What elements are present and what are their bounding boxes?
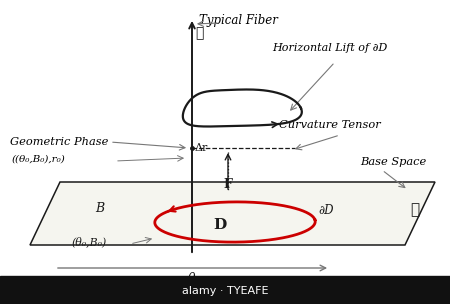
Text: ℛ: ℛ	[195, 26, 203, 40]
Polygon shape	[30, 182, 435, 245]
Text: B: B	[95, 202, 104, 215]
Text: ℬ: ℬ	[410, 203, 419, 217]
Text: Typical Fiber: Typical Fiber	[198, 14, 278, 27]
Text: Δr: Δr	[195, 143, 208, 153]
Text: alamy · TYEAFE: alamy · TYEAFE	[182, 286, 268, 296]
Text: (θ₀,B₀): (θ₀,B₀)	[72, 237, 107, 247]
Text: F: F	[224, 178, 233, 192]
Text: θ: θ	[188, 271, 196, 285]
Text: ∂D: ∂D	[318, 203, 333, 216]
Text: Geometric Phase: Geometric Phase	[10, 137, 108, 147]
Bar	[0, 276, 450, 304]
Text: Curvature Tensor: Curvature Tensor	[279, 120, 381, 130]
Text: Horizontal Lift of ∂D: Horizontal Lift of ∂D	[272, 43, 387, 53]
Text: ((θ₀,B₀),r₀): ((θ₀,B₀),r₀)	[12, 154, 66, 164]
Text: D: D	[213, 218, 227, 232]
Text: Base Space: Base Space	[360, 157, 426, 167]
